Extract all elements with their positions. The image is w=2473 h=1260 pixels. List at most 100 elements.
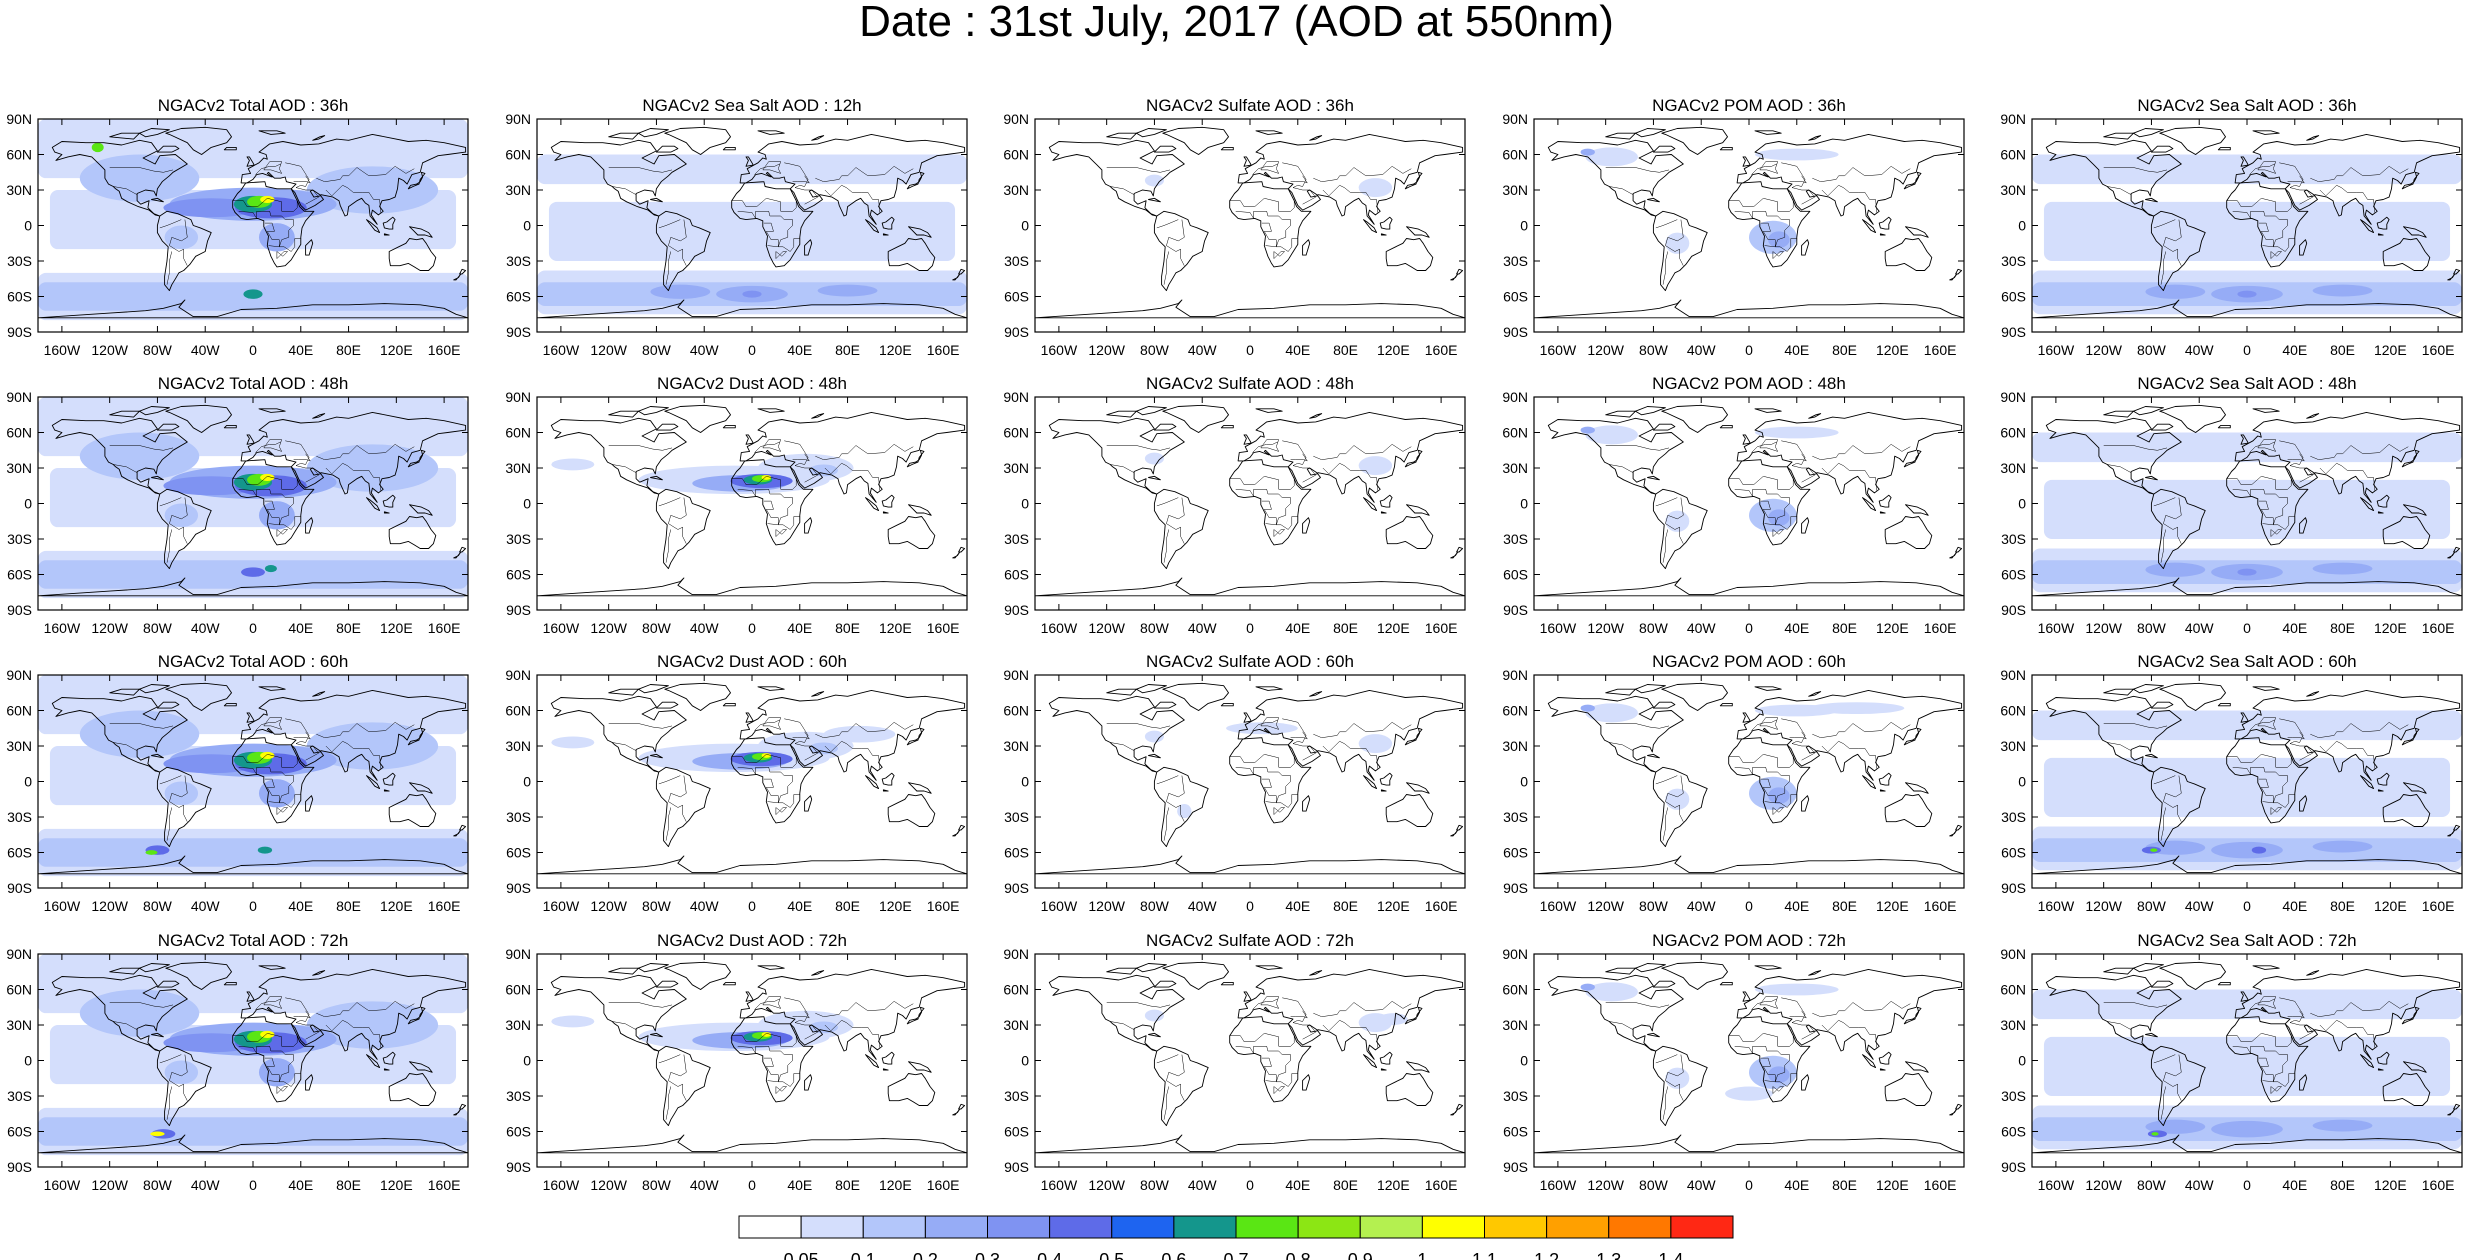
border-line <box>784 162 809 188</box>
border-line <box>2153 775 2176 785</box>
coastline <box>2150 1045 2206 1127</box>
border-line <box>608 445 673 451</box>
lon-tick-label: 160E <box>1924 898 1957 914</box>
lon-tick-label: 120E <box>2374 620 2407 636</box>
lon-tick-label: 160W <box>543 898 580 914</box>
panel-title: NGACv2 Dust AOD : 72h <box>657 931 847 950</box>
border-line <box>2310 165 2409 182</box>
border-line <box>2310 1000 2409 1017</box>
coastline <box>1406 226 1430 238</box>
aod-field <box>257 846 273 854</box>
aod-field-layer <box>1534 119 1964 332</box>
lat-tick-label: 30S <box>1004 253 1029 269</box>
coastline <box>1754 965 1782 970</box>
border-line <box>293 731 311 740</box>
coastline <box>240 689 467 781</box>
border-line <box>1662 529 1669 563</box>
lon-tick-label: 120E <box>879 620 912 636</box>
border-line <box>1110 1021 1135 1030</box>
aod-field <box>79 710 200 758</box>
lat-tick-label: 60S <box>1004 845 1029 861</box>
map-panel: NGACv2 POM AOD : 72h 90N 60N 30N 0 30S 60S 90S 1… <box>1502 931 1965 1193</box>
coastline <box>1647 753 1660 759</box>
aod-field <box>91 142 104 153</box>
lat-tick-label: 60N <box>2000 703 2026 719</box>
coastline <box>804 239 813 256</box>
border-line <box>264 1057 280 1083</box>
border-line <box>113 1021 138 1030</box>
aod-field <box>258 1058 295 1087</box>
coastline <box>2045 695 2182 773</box>
border-line <box>792 1010 810 1019</box>
coastline <box>151 753 164 759</box>
border-line <box>1163 251 1170 285</box>
aod-field <box>79 154 200 202</box>
coastline <box>1450 551 1459 559</box>
panel-title: NGACv2 POM AOD : 60h <box>1652 652 1846 671</box>
border-line <box>794 1022 819 1040</box>
coastline <box>1635 406 1666 416</box>
border-line <box>1322 462 1379 491</box>
coastline <box>1742 991 1751 1002</box>
coastlines <box>1035 682 1465 875</box>
aod-field-layer <box>38 119 468 332</box>
coastline <box>165 404 232 433</box>
coastline <box>2377 1068 2384 1071</box>
border-line <box>2232 1046 2295 1087</box>
border-line <box>2153 219 2176 229</box>
aod-field <box>164 225 199 250</box>
lon-tick-label: 120W <box>1587 342 1624 358</box>
lon-tick-label: 120W <box>91 898 128 914</box>
lon-tick-label: 160W <box>2038 1177 2075 1193</box>
coastline <box>1719 702 1733 707</box>
lat-tick-label: 30S <box>506 809 531 825</box>
coastline <box>223 981 237 986</box>
aod-field <box>551 1015 595 1028</box>
coastline <box>2306 413 2320 419</box>
coastline <box>1406 1061 1430 1073</box>
lon-tick-label: 160E <box>1924 342 1957 358</box>
lon-tick-label: 40W <box>1687 1177 1717 1193</box>
coastline <box>1220 146 1234 151</box>
border-line <box>1166 245 1185 266</box>
panel-title: NGACv2 Total AOD : 48h <box>158 374 349 393</box>
lat-tick-label: 30S <box>7 531 32 547</box>
border-line <box>1751 998 1777 1010</box>
border-line <box>1734 489 1797 530</box>
border-line <box>815 443 914 460</box>
border-line <box>1605 723 1670 729</box>
lat-tick-label: 0 <box>24 218 32 234</box>
border-line <box>1273 251 1286 260</box>
aod-field <box>1768 231 1790 248</box>
border-line <box>316 1000 415 1017</box>
border-line <box>762 996 782 1009</box>
lat-tick-label: 0 <box>523 218 531 234</box>
coastline <box>952 551 961 559</box>
coastline <box>409 226 433 238</box>
lon-tick-label: 120W <box>590 620 627 636</box>
coastline <box>537 1134 967 1154</box>
coastline <box>537 299 967 319</box>
aod-field <box>164 1060 199 1085</box>
border-line <box>232 476 298 490</box>
coastline <box>655 210 711 292</box>
coastline <box>1903 727 1922 746</box>
coastline <box>2360 219 2375 234</box>
coastline <box>1878 772 1892 786</box>
border-line <box>737 489 800 530</box>
border-line <box>285 997 310 1023</box>
border-line <box>2107 186 2132 195</box>
lon-tick-label: 40W <box>1687 898 1717 914</box>
border-line <box>293 175 311 184</box>
coastline <box>2150 210 2206 292</box>
border-line <box>2163 245 2182 266</box>
coastline <box>1048 139 1185 217</box>
coastline <box>2382 1073 2431 1106</box>
border-line <box>276 807 289 816</box>
country-borders <box>608 161 914 285</box>
lon-tick-label: 160E <box>428 1177 461 1193</box>
border-line <box>668 1054 687 1081</box>
coastline <box>2159 682 2226 711</box>
coastline <box>240 411 467 503</box>
coastline <box>2032 1134 2462 1154</box>
